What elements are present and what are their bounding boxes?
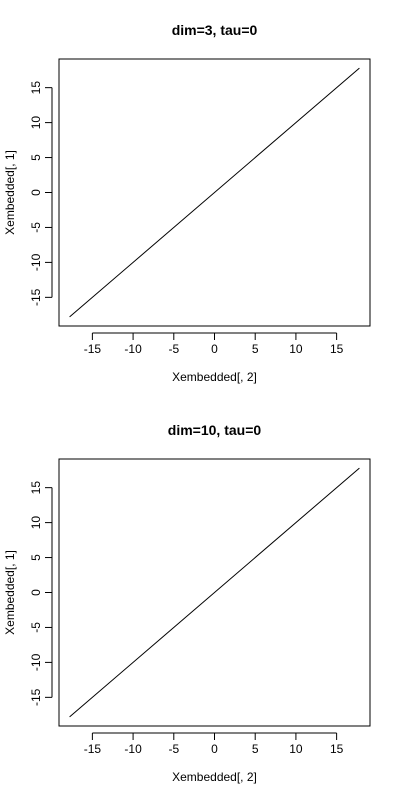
x-axis-label: Xembedded[, 2]	[172, 770, 257, 784]
y-tick-label: 15	[29, 81, 43, 95]
y-tick-label: -5	[29, 222, 43, 233]
x-tick-label: -15	[84, 742, 102, 756]
y-tick-label: 5	[29, 154, 43, 161]
y-tick-label: 10	[29, 116, 43, 130]
y-axis-label: Xembedded[, 1]	[3, 150, 17, 235]
chart-title: dim=3, tau=0	[172, 22, 258, 38]
x-tick-label: -10	[124, 742, 142, 756]
x-tick-label: -10	[124, 342, 142, 356]
x-tick-label: 5	[252, 342, 259, 356]
x-tick-label: -15	[84, 342, 102, 356]
y-tick-label: -10	[29, 253, 43, 271]
x-tick-label: 10	[289, 742, 303, 756]
series-line	[70, 468, 360, 717]
y-tick-label: 0	[29, 189, 43, 196]
y-tick-label: -15	[29, 288, 43, 306]
x-tick-label: 15	[330, 742, 344, 756]
x-tick-label: -5	[168, 742, 179, 756]
y-tick-label: -15	[29, 688, 43, 706]
x-tick-label: 0	[211, 742, 218, 756]
series-line	[70, 68, 360, 317]
x-tick-label: 0	[211, 342, 218, 356]
x-tick-label: 5	[252, 742, 259, 756]
y-tick-label: 0	[29, 589, 43, 596]
y-tick-label: -10	[29, 653, 43, 671]
y-axis-label: Xembedded[, 1]	[3, 550, 17, 635]
chart-title: dim=10, tau=0	[168, 422, 262, 438]
x-axis-label: Xembedded[, 2]	[172, 370, 257, 384]
x-tick-label: -5	[168, 342, 179, 356]
y-tick-label: 5	[29, 554, 43, 561]
y-tick-label: 10	[29, 516, 43, 530]
y-tick-label: -5	[29, 622, 43, 633]
x-tick-label: 15	[330, 342, 344, 356]
y-tick-label: 15	[29, 481, 43, 495]
x-tick-label: 10	[289, 342, 303, 356]
